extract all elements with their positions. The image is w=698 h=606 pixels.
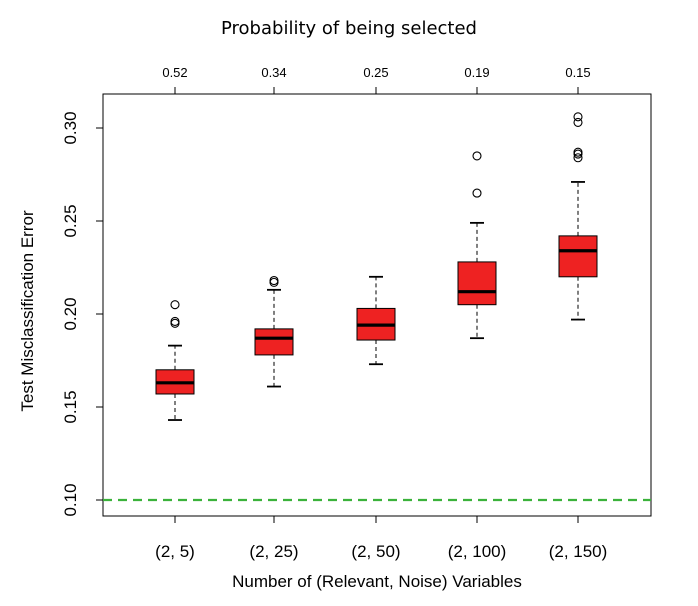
y-tick-label: 0.30: [61, 111, 80, 144]
outlier-point: [573, 117, 583, 127]
x-tick-label: (2, 50): [351, 542, 400, 561]
outlier-point: [472, 151, 482, 161]
top-axis-label: 0.34: [261, 65, 286, 80]
outlier-point: [170, 318, 180, 328]
outlier-point: [573, 112, 583, 122]
outlier-point: [170, 300, 180, 310]
box: [457, 261, 497, 306]
top-axis-label: 0.25: [363, 65, 388, 80]
x-axis-label: Number of (Relevant, Noise) Variables: [232, 572, 522, 591]
y-tick-label: 0.20: [61, 297, 80, 330]
y-tick-label: 0.25: [61, 204, 80, 237]
outlier-point: [573, 153, 583, 163]
x-tick-label: (2, 150): [549, 542, 608, 561]
box: [254, 328, 294, 356]
box: [558, 235, 598, 278]
top-axis-title: Probability of being selected: [221, 18, 477, 39]
plot-frame: [102, 93, 652, 517]
x-tick-label: (2, 100): [448, 542, 507, 561]
outlier-point: [573, 147, 583, 157]
top-axis-label: 0.19: [464, 65, 489, 80]
outlier-point: [472, 188, 482, 198]
x-tick-label: (2, 25): [249, 542, 298, 561]
outlier-point: [269, 275, 279, 286]
x-tick-label: (2, 5): [155, 542, 195, 561]
outlier-point: [170, 316, 180, 326]
top-axis-label: 0.52: [162, 65, 187, 80]
top-axis-label: 0.15: [565, 65, 590, 80]
y-tick-label: 0.15: [61, 390, 80, 423]
outlier-point: [269, 277, 279, 287]
y-axis-label: Test Misclassification Error: [18, 210, 37, 412]
y-tick-label: 0.10: [61, 483, 80, 516]
